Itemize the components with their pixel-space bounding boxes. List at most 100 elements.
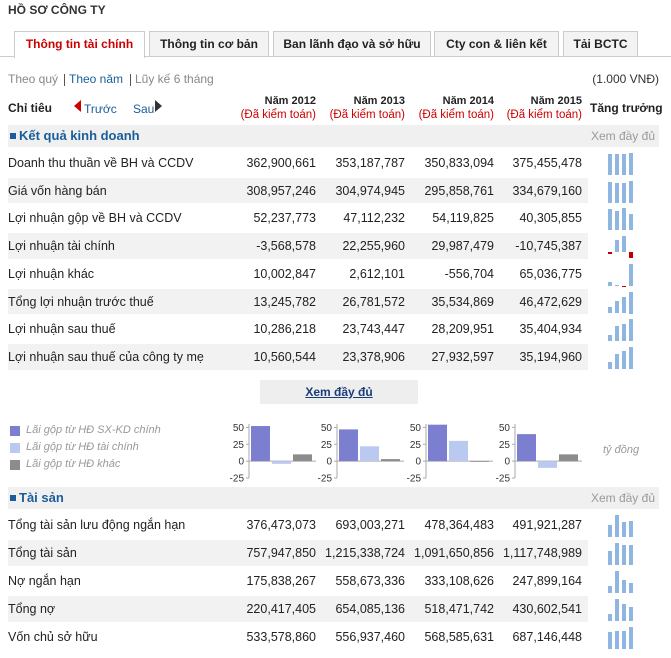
cell-value: 28,209,951 <box>431 322 494 337</box>
row-label: Lợi nhuận sau thuế của công ty mẹ <box>8 349 204 364</box>
sparkline-bar <box>629 319 633 342</box>
row-label: Tổng tài sản lưu động ngắn hạn <box>8 518 186 532</box>
cell-value: 10,286,218 <box>253 322 316 337</box>
prev-link[interactable]: Trước <box>84 102 117 116</box>
y-tick-label: -25 <box>407 474 421 483</box>
cell-value: 10,560,544 <box>253 349 316 364</box>
sparkline-bar <box>615 240 619 253</box>
y-tick-label: 0 <box>326 457 332 468</box>
row-label: Nợ ngắn hạn <box>8 574 81 588</box>
sparkline-bar <box>615 571 619 593</box>
cell-value: 23,378,906 <box>342 349 405 364</box>
cell-value: 40,305,855 <box>519 211 582 226</box>
sparkline-bar <box>629 153 633 175</box>
unit-label: (1.000 VNĐ) <box>592 72 659 86</box>
next-arrow[interactable] <box>155 100 162 112</box>
y-tick-label: -25 <box>318 474 332 483</box>
period-option[interactable]: Theo quý <box>8 72 59 86</box>
sparkline-bar <box>622 183 626 203</box>
bar <box>449 440 468 462</box>
tab[interactable]: Tải BCTC <box>563 31 638 57</box>
sparkline-bar <box>622 208 626 231</box>
period-option[interactable]: Theo năm <box>69 72 124 86</box>
next-link[interactable]: Sau <box>133 102 155 116</box>
prev-arrow[interactable] <box>74 100 81 112</box>
row-label: Vốn chủ sở hữu <box>8 630 98 644</box>
cell-value: 1,117,748,989 <box>502 546 582 560</box>
see-more[interactable]: Xem đầy đủ <box>590 491 655 505</box>
bar <box>293 454 312 462</box>
sparkline-bar <box>608 182 612 203</box>
y-tick-label: 50 <box>499 423 511 434</box>
bar <box>339 429 358 462</box>
cell-value: 757,947,850 <box>246 546 316 560</box>
row-label: Lợi nhuận sau thuế <box>8 322 116 337</box>
audit-note: (Đã kiểm toán) <box>329 109 405 121</box>
sparkline-bar <box>629 214 633 231</box>
sparkline-bar <box>608 525 612 537</box>
y-tick-label: 25 <box>233 440 245 451</box>
cell-value: 35,194,960 <box>519 349 582 364</box>
year-header: Năm 2012 <box>264 95 316 107</box>
tab[interactable]: Cty con & liên kết <box>434 31 559 57</box>
cell-value: 693,003,271 <box>335 518 405 532</box>
sparkline-bar <box>608 282 612 286</box>
year-header: Năm 2014 <box>442 95 494 107</box>
cell-value: 52,237,773 <box>253 211 316 226</box>
cell-value: 54,119,825 <box>432 211 494 226</box>
cell-value: 558,673,336 <box>335 574 405 588</box>
cell-value: 13,245,782 <box>253 294 316 309</box>
cell-value: 362,900,661 <box>246 156 316 170</box>
cell-value: 23,743,447 <box>342 322 405 337</box>
sparkline-bar <box>622 521 626 537</box>
mini-chart: -25 0 25 50 <box>230 423 316 482</box>
sparkline-bar <box>622 154 626 175</box>
sparkline-bar <box>622 351 626 369</box>
period-option[interactable]: Lũy kế 6 tháng <box>135 72 214 86</box>
cell-value: 29,987,479 <box>431 239 494 254</box>
sparkline-bar <box>608 153 612 175</box>
sparkline-bar <box>615 154 619 175</box>
sparkline-bar <box>608 307 612 314</box>
cell-value: 1,091,650,856 <box>414 546 494 560</box>
sparkline-bar <box>622 285 626 287</box>
page-title: HỒ SƠ CÔNG TY <box>8 3 106 17</box>
row-label: Lợi nhuận khác <box>8 266 95 281</box>
row-label: Lợi nhuận tài chính <box>8 239 115 254</box>
sparkline-bar <box>622 236 626 253</box>
tab[interactable]: Thông tin cơ bản <box>149 31 269 57</box>
sparkline-bar <box>629 346 633 369</box>
section-title: Tài sản <box>19 490 64 505</box>
see-more[interactable]: Xem đầy đủ <box>590 129 655 143</box>
sparkline-bar <box>608 252 612 255</box>
row-label: Lợi nhuận gộp về BH và CCDV <box>8 211 182 226</box>
y-tick-label: 25 <box>410 440 422 451</box>
section-header <box>8 125 659 147</box>
legend-label: Lãi gộp từ HĐ SX-KD chính <box>26 424 161 436</box>
bar <box>470 461 489 462</box>
year-header: Năm 2015 <box>530 95 582 107</box>
cell-value: 687,146,448 <box>512 630 582 644</box>
legend-swatch <box>10 426 20 436</box>
tab[interactable]: Thông tin tài chính <box>14 31 145 58</box>
show-all-button[interactable]: Xem đầy đủ <box>260 380 418 404</box>
bar <box>538 461 557 468</box>
tab[interactable]: Ban lãnh đạo và sở hữu <box>273 31 431 57</box>
legend-label: Lãi gộp từ HĐ tài chính <box>26 441 139 453</box>
sparkline-bar <box>629 263 633 286</box>
column-label: Chỉ tiêu <box>8 101 52 115</box>
cell-value: 65,036,775 <box>519 266 582 281</box>
sparkline-bar <box>608 362 612 369</box>
chart-unit: tỷ đồng <box>603 444 640 456</box>
cell-value: 304,974,945 <box>335 183 405 198</box>
cell-value: 46,472,629 <box>519 294 582 309</box>
cell-value: 2,612,101 <box>349 266 405 281</box>
growth-header: Tăng trưởng <box>590 101 663 115</box>
cell-value: 1,215,338,724 <box>325 546 405 560</box>
cell-value: 35,534,869 <box>431 294 494 309</box>
sparkline-bar <box>615 515 619 537</box>
year-header: Năm 2013 <box>353 95 405 107</box>
sparkline-bar <box>629 291 633 314</box>
cell-value: 26,781,572 <box>342 294 405 309</box>
